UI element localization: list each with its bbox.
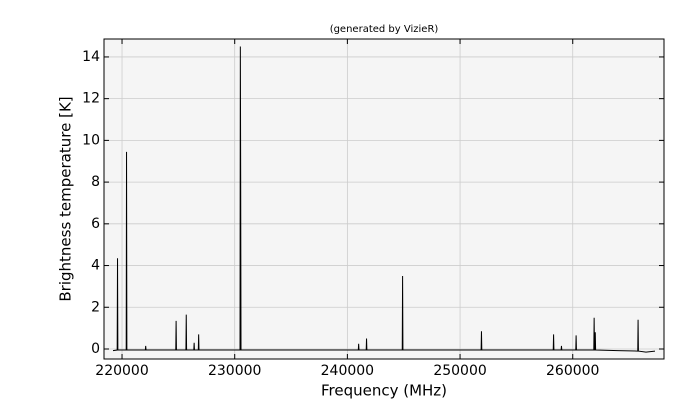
x-axis-label: Frequency (MHz) [321, 382, 447, 400]
y-tick-label: 2 [91, 299, 100, 315]
y-tick-label: 12 [82, 91, 100, 107]
y-tick-label: 14 [82, 49, 100, 65]
y-tick-label: 8 [91, 174, 100, 190]
x-tick-label: 230000 [208, 363, 261, 379]
y-tick-label: 0 [91, 341, 100, 357]
x-tick-label: 220000 [95, 363, 148, 379]
spectrum-line [112, 46, 656, 353]
chart-title: (generated by VizieR) [330, 24, 439, 35]
y-tick-label: 4 [91, 258, 100, 274]
y-tick-label: 6 [91, 216, 100, 232]
x-tick-label: 250000 [433, 363, 486, 379]
y-tick-label: 10 [82, 132, 100, 148]
plot-frame [103, 38, 665, 360]
y-axis-label: Brightness temperature [K] [57, 96, 75, 301]
x-tick-label: 240000 [321, 363, 374, 379]
plot-area [104, 39, 664, 359]
x-tick-label: 260000 [546, 363, 599, 379]
